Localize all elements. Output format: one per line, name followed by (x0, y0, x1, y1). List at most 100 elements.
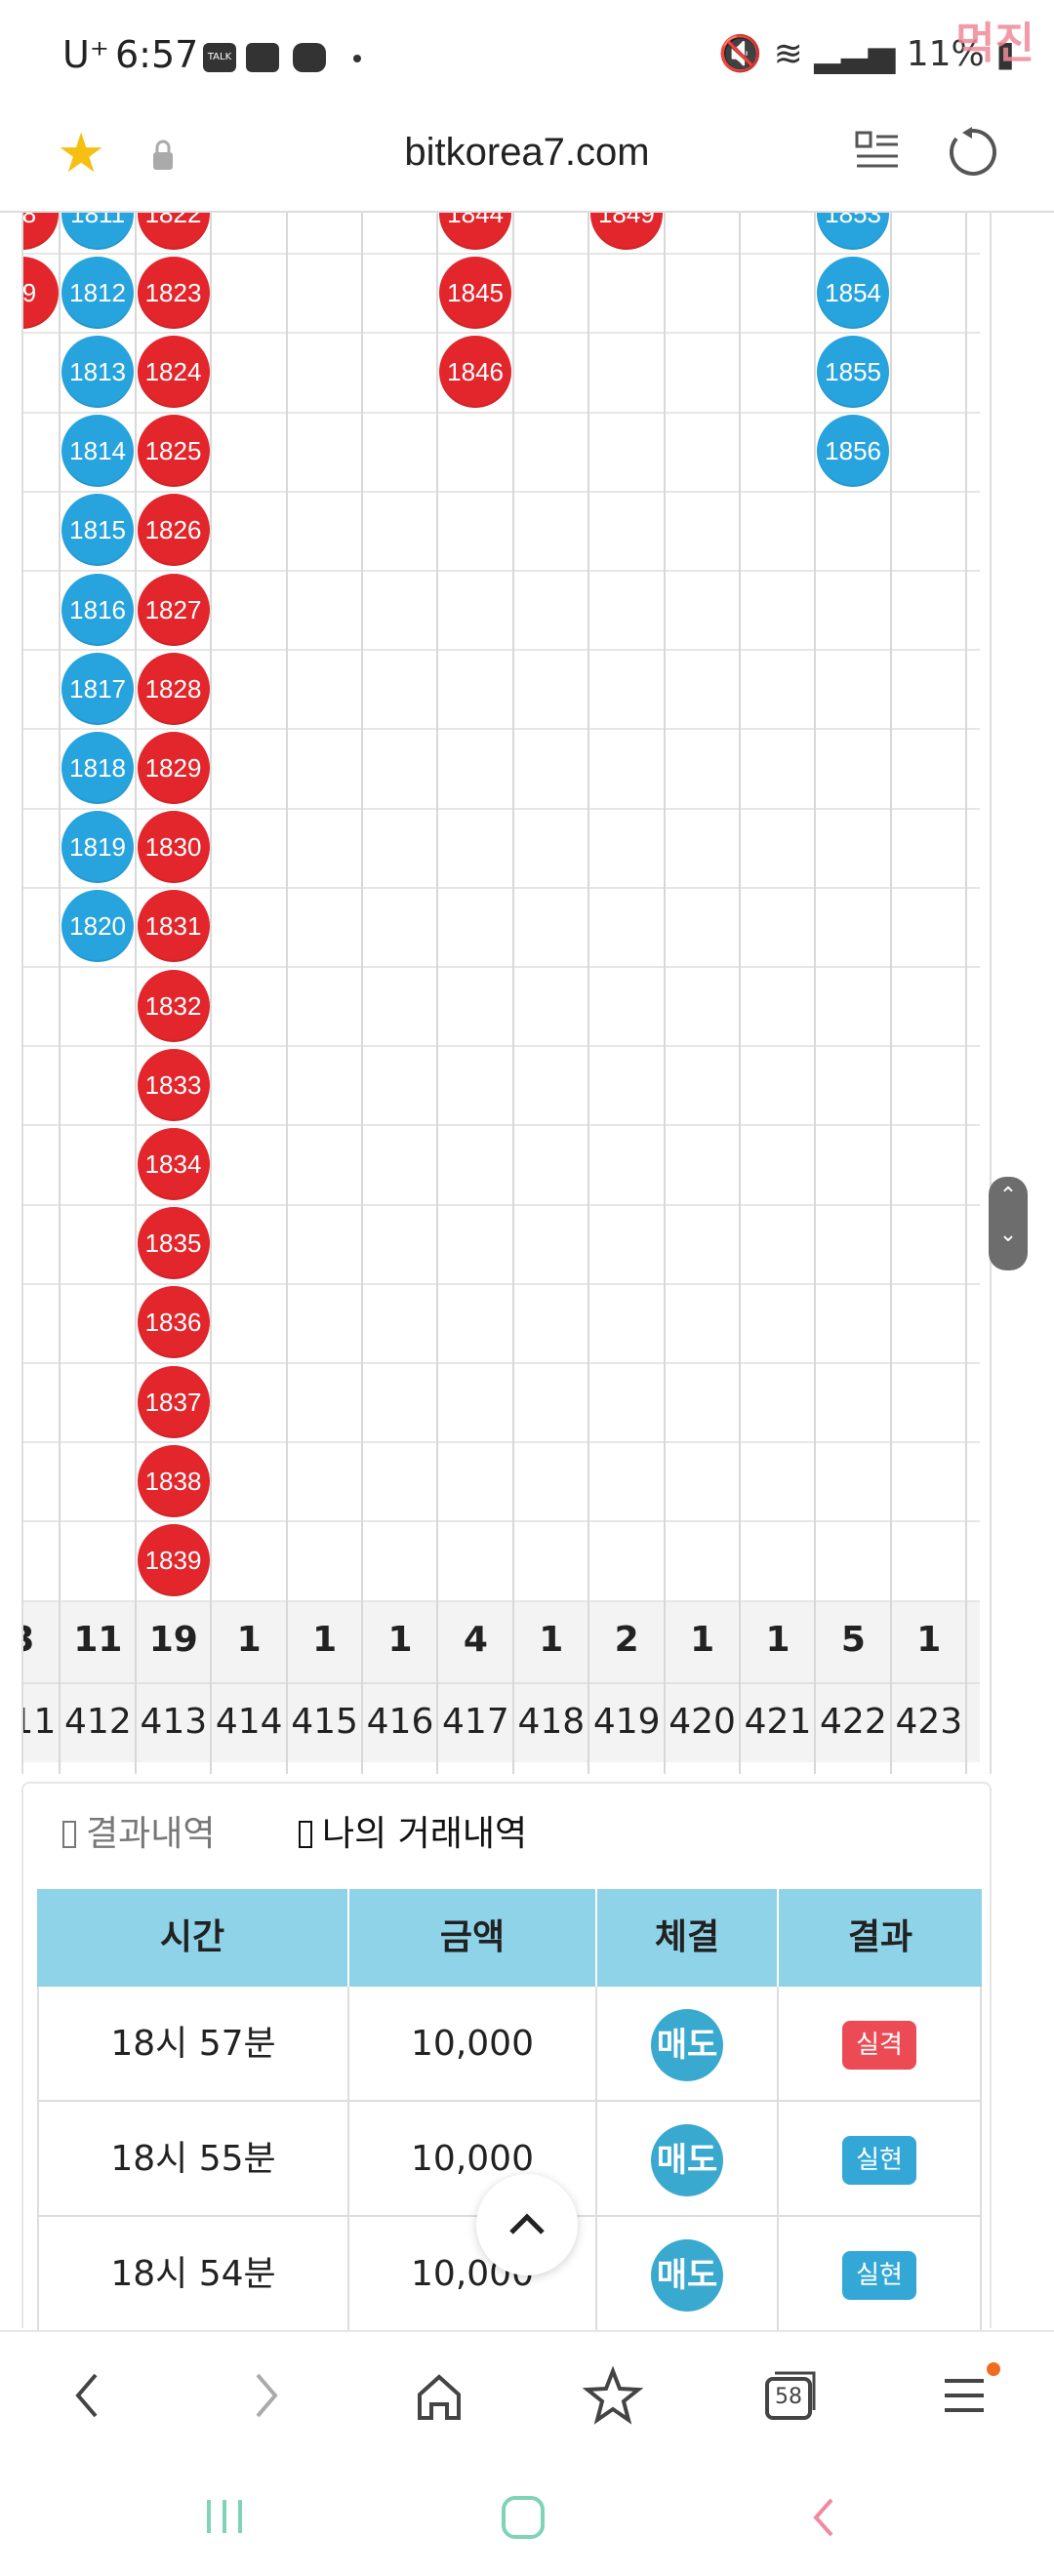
talk-icon: TALK (203, 43, 236, 72)
result-grid[interactable]: 0809341118111812181318141815181618171818… (21, 213, 992, 1774)
result-ball: 1812 (61, 256, 135, 329)
status-bar: U⁺ 6:57 TALK 🔇 ≋ ▂▃▅ 11% ▮ 먹진 (0, 0, 1054, 107)
system-nav (0, 2457, 1054, 2576)
result-ball: 1811 (61, 213, 135, 250)
row-amount: 10,000 (349, 2102, 597, 2217)
result-ball: 1815 (61, 494, 135, 567)
grid-row-line (23, 1203, 980, 1206)
lock-icon (153, 140, 173, 170)
grid-row-line (23, 332, 980, 335)
recents-icon[interactable] (195, 2490, 254, 2543)
row-trade: 매도 (597, 1987, 779, 2102)
grid-column-line (511, 213, 514, 1774)
round-id: 421 (744, 1702, 812, 1742)
home-icon[interactable] (400, 2361, 478, 2430)
grid-column-line (965, 213, 968, 1774)
grid-row-line (23, 1599, 980, 1602)
back-icon[interactable] (49, 2361, 127, 2430)
grid-row-line (23, 1441, 980, 1444)
menu-button[interactable] (925, 2361, 1003, 2430)
grid-row-line (23, 886, 980, 889)
column-count: 4 (463, 1620, 488, 1660)
tab-my-trades[interactable]: 나의 거래내역 (299, 1805, 527, 1856)
result-ball: 1820 (61, 890, 135, 963)
column-count: 1 (916, 1620, 942, 1660)
result-ball: 1844 (439, 213, 512, 250)
round-id: 415 (291, 1702, 358, 1742)
count-row (23, 1602, 980, 1682)
column-count: 1 (236, 1620, 262, 1660)
tabs-button[interactable]: 58 (750, 2361, 828, 2430)
result-fail-badge: 실격 (842, 2021, 916, 2070)
column-count: 11 (73, 1620, 123, 1660)
row-trade: 매도 (597, 2217, 779, 2332)
grid-row-line (23, 570, 980, 572)
result-ball: 1823 (137, 256, 210, 329)
carrier-label: U⁺ (62, 33, 109, 76)
status-time: 6:57 (115, 33, 199, 76)
status-icons: 🔇 ≋ ▂▃▅ 11% ▮ (718, 33, 1015, 74)
round-id: 412 (64, 1702, 132, 1742)
result-ball: 09 (23, 256, 59, 329)
watermark-logo: 먹진 (955, 19, 1034, 68)
round-id: 419 (592, 1702, 661, 1742)
tabs-count: 58 (775, 2385, 802, 2409)
result-ball: 1832 (137, 969, 210, 1042)
grid-row-line (23, 807, 980, 810)
result-ball: 1827 (137, 573, 210, 646)
tab-my-trades-label: 나의 거래내역 (322, 1814, 528, 1854)
more-notifications-icon (353, 55, 361, 62)
home-system-icon[interactable] (494, 2488, 552, 2547)
bookmarks-star-icon[interactable] (574, 2361, 652, 2430)
round-id: 414 (215, 1702, 283, 1742)
scroll-handle[interactable]: ⌃ ⌄ (989, 1177, 1028, 1270)
result-ball: 1824 (137, 336, 210, 408)
grid-column-line (663, 213, 666, 1774)
scroll-to-top-button[interactable] (476, 2174, 578, 2275)
round-id: 416 (366, 1702, 434, 1742)
battery-level: 11% (906, 34, 985, 74)
reader-mode-icon[interactable] (855, 129, 900, 178)
grid-column-line (210, 213, 213, 1774)
grid-column-line (739, 213, 741, 1774)
mute-icon: 🔇 (718, 34, 763, 74)
result-ball: 1856 (817, 415, 890, 488)
column-count: 5 (840, 1620, 866, 1660)
signal-icon: ▂▃▅ (814, 34, 896, 74)
result-ball: 1816 (61, 573, 135, 646)
back-system-icon[interactable] (794, 2488, 853, 2547)
column-count: 1 (765, 1620, 790, 1660)
forward-icon[interactable] (226, 2361, 304, 2430)
grid-row-line (23, 1282, 980, 1285)
menu-icon (945, 2362, 1000, 2412)
result-ball: 1818 (61, 732, 135, 804)
result-ball: 1831 (137, 890, 210, 963)
grid-column-line (436, 213, 439, 1774)
sell-badge: 매도 (651, 2124, 723, 2196)
column-count: 2 (614, 1620, 639, 1660)
grid-row-line (23, 1124, 980, 1127)
result-ball: 1834 (137, 1128, 210, 1200)
result-ok-badge: 실현 (842, 2251, 916, 2300)
tab-my-trades-icon (299, 1821, 312, 1848)
grid-column-line (59, 213, 61, 1774)
grid-row-line (23, 1045, 980, 1048)
row-time: 18시 57분 (37, 1987, 349, 2102)
result-ball: 1836 (137, 1286, 210, 1359)
sell-badge: 매도 (651, 2009, 723, 2081)
url-bar[interactable]: bitkorea7.com (404, 131, 650, 174)
row-time: 18시 55분 (37, 2102, 349, 2217)
result-ball: 1833 (137, 1048, 210, 1121)
result-ball: 1835 (137, 1207, 210, 1280)
bookmark-star-icon[interactable]: ★ (57, 122, 106, 185)
reload-icon[interactable] (945, 125, 999, 180)
browser-toolbar: ★ bitkorea7.com (0, 107, 1054, 213)
result-ball: 08 (23, 213, 59, 250)
round-id: 411 (23, 1702, 57, 1742)
tab-results[interactable]: 결과내역 (62, 1805, 215, 1856)
result-ball: 1849 (589, 213, 663, 250)
sell-badge: 매도 (651, 2239, 723, 2312)
grid-column-line (588, 213, 590, 1774)
grid-row-line (23, 253, 980, 256)
row-trade: 매도 (597, 2102, 779, 2217)
